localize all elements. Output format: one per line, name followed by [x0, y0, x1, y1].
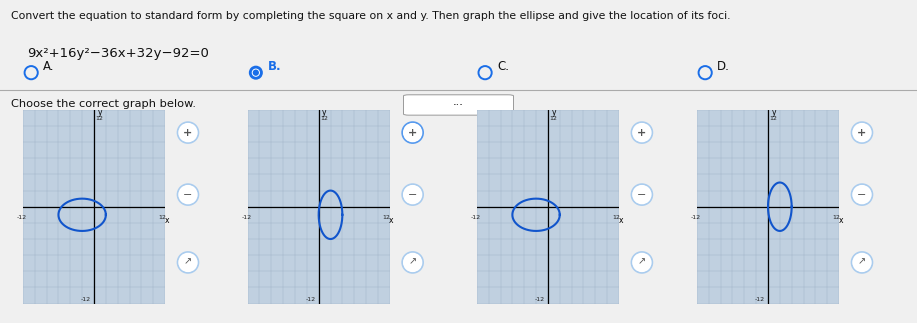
Text: -12: -12 [755, 297, 765, 302]
Circle shape [403, 185, 423, 204]
Circle shape [852, 185, 872, 204]
Circle shape [178, 185, 198, 204]
Text: −: − [637, 190, 646, 200]
Circle shape [852, 123, 872, 142]
Circle shape [249, 66, 263, 80]
Circle shape [178, 123, 198, 142]
Text: +: + [637, 128, 646, 138]
Text: -12: -12 [17, 215, 27, 220]
Circle shape [403, 253, 423, 272]
Text: B.: B. [268, 60, 282, 73]
Text: ···: ··· [453, 100, 464, 110]
Text: y: y [551, 108, 556, 117]
Text: 12: 12 [158, 215, 166, 220]
Text: ↗: ↗ [858, 256, 866, 266]
Text: x: x [618, 216, 623, 225]
Text: -12: -12 [305, 297, 315, 302]
Text: C.: C. [497, 60, 509, 73]
Text: 12: 12 [769, 116, 778, 121]
Text: 12: 12 [612, 215, 620, 220]
Text: Choose the correct graph below.: Choose the correct graph below. [11, 99, 196, 109]
Text: -12: -12 [81, 297, 91, 302]
Text: 9x²+16y²−36x+32y−92=0: 9x²+16y²−36x+32y−92=0 [28, 47, 209, 60]
Text: ↗: ↗ [184, 256, 192, 266]
Text: 12: 12 [549, 116, 558, 121]
Circle shape [251, 68, 260, 77]
Text: +: + [408, 128, 417, 138]
Text: y: y [97, 108, 102, 117]
Text: −: − [408, 190, 417, 200]
Text: -12: -12 [691, 215, 701, 220]
Text: x: x [838, 216, 843, 225]
Text: −: − [183, 190, 193, 200]
Text: −: − [857, 190, 867, 200]
Text: y: y [322, 108, 326, 117]
Text: 12: 12 [832, 215, 840, 220]
Circle shape [852, 253, 872, 272]
Text: 12: 12 [382, 215, 391, 220]
Text: ↗: ↗ [638, 256, 646, 266]
Circle shape [403, 123, 423, 142]
Text: -12: -12 [241, 215, 251, 220]
Text: -12: -12 [470, 215, 481, 220]
Text: -12: -12 [535, 297, 545, 302]
Text: ···: ··· [453, 100, 464, 110]
Circle shape [178, 253, 198, 272]
Text: 12: 12 [95, 116, 104, 121]
Circle shape [632, 253, 652, 272]
Text: D.: D. [717, 60, 730, 73]
Text: Convert the equation to standard form by completing the square on x and y. Then : Convert the equation to standard form by… [11, 11, 731, 21]
Text: x: x [164, 216, 169, 225]
Text: ↗: ↗ [409, 256, 416, 266]
Text: y: y [771, 108, 776, 117]
Circle shape [253, 69, 259, 76]
Text: 12: 12 [320, 116, 328, 121]
Text: +: + [857, 128, 867, 138]
Text: +: + [183, 128, 193, 138]
Circle shape [632, 123, 652, 142]
Text: A.: A. [43, 60, 55, 73]
FancyBboxPatch shape [403, 95, 514, 115]
Circle shape [632, 185, 652, 204]
Text: x: x [389, 216, 393, 225]
